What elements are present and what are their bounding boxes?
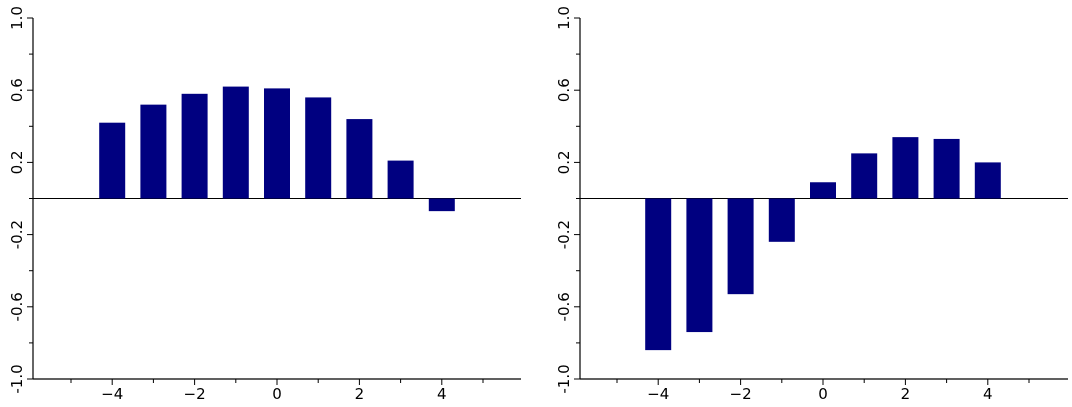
y-tick-label: -1.0 xyxy=(555,364,573,393)
y-tick-label: -1.0 xyxy=(8,364,26,393)
y-tick-label: -0.6 xyxy=(555,292,573,321)
bar xyxy=(933,138,960,199)
y-tick-label: 0.6 xyxy=(555,78,573,102)
bar xyxy=(727,198,754,295)
chart-panel-2: -1.0 -0.6 -0.2 0.2 0.6 1.0 −4 −2 0 2 4 xyxy=(555,6,1068,403)
y-tick-label: 0.6 xyxy=(8,78,26,102)
x-tick-label: 2 xyxy=(901,385,911,403)
bar xyxy=(851,153,878,199)
y-tick-label: -0.2 xyxy=(555,220,573,249)
bar xyxy=(974,162,1001,199)
x-tick-label: −4 xyxy=(647,385,669,403)
x-tick-label: −2 xyxy=(730,385,752,403)
x-tick-label: 0 xyxy=(818,385,828,403)
bar xyxy=(264,88,290,199)
y-tick-label: 0.2 xyxy=(555,150,573,174)
bar xyxy=(222,86,249,199)
x-tick-label: −4 xyxy=(101,385,123,403)
bar xyxy=(99,122,126,199)
y-tick-label: 0.2 xyxy=(8,150,26,174)
bar xyxy=(645,198,672,351)
y-tick-label: -0.2 xyxy=(8,220,26,249)
bar xyxy=(140,104,167,199)
bar xyxy=(387,160,414,199)
x-tick-label: 4 xyxy=(437,385,447,403)
bar xyxy=(892,137,919,199)
bar xyxy=(686,198,713,333)
bar xyxy=(181,93,208,199)
x-tick-label: 0 xyxy=(272,385,282,403)
y-tick-label: -0.6 xyxy=(8,292,26,321)
bar xyxy=(428,198,455,212)
x-tick-label: −2 xyxy=(184,385,206,403)
bar xyxy=(768,198,795,242)
bar xyxy=(810,182,836,199)
y-tick-label: 1.0 xyxy=(8,6,26,30)
y-tick-label: 1.0 xyxy=(555,6,573,30)
chart-panel-1: -1.0 -0.6 -0.2 0.2 0.6 1.0 −4 −2 0 2 4 xyxy=(8,6,521,403)
bar xyxy=(305,97,332,199)
x-tick-label: 2 xyxy=(355,385,365,403)
x-tick-label: 4 xyxy=(983,385,993,403)
bar xyxy=(346,119,373,199)
